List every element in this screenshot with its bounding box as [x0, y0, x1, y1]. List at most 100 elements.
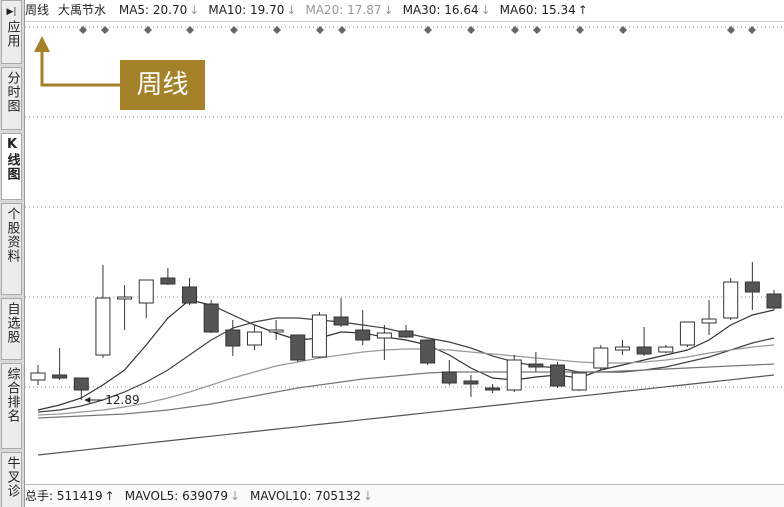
candle-body: [246, 331, 262, 346]
candle-body: [679, 321, 695, 346]
event-marker: [576, 26, 584, 34]
candle-body: [528, 363, 544, 368]
arrow-head: [34, 36, 50, 52]
volume-text: MAVOL5: 639079: [124, 489, 228, 503]
candle-body: [95, 297, 111, 356]
candle-body: [420, 339, 436, 364]
candle-body: [463, 380, 479, 385]
candle-body: [485, 387, 501, 391]
sidebar-tab[interactable]: 分时图: [1, 67, 22, 130]
event-marker: [338, 26, 346, 34]
event-marker: [748, 26, 756, 34]
tab-label: K线图: [4, 137, 20, 181]
sidebar: ▶| 应用分时图 K线图个股资料自选股综合排名牛叉诊: [0, 0, 25, 507]
candle-body: [268, 329, 284, 333]
event-marker: [186, 26, 194, 34]
candle-body: [117, 296, 133, 300]
annotation: 周线: [120, 60, 205, 110]
event-marker: [467, 26, 475, 34]
candle-body: [73, 377, 89, 391]
candle-body: [160, 277, 176, 285]
sidebar-tab[interactable]: 牛叉诊: [1, 452, 22, 507]
candle-body: [182, 286, 198, 304]
event-marker: [511, 26, 519, 34]
header: 周线 大禹节水 MA5: 20.70 ↓ MA10: 19.70 ↓ MA20: 17.8…: [25, 0, 784, 22]
indicator-text: MA20: 17.87: [305, 3, 382, 17]
tab-label: 自选股: [4, 302, 20, 344]
sidebar-tab[interactable]: 自选股: [1, 298, 22, 360]
period: 周线: [25, 3, 50, 17]
indicator: MA10: 19.70 ↓: [208, 3, 296, 17]
candle-body: [441, 371, 457, 384]
trend-arrow: ↓: [383, 3, 394, 17]
candle-body: [311, 314, 327, 358]
ma-lines: [37, 299, 775, 456]
candle-body: [571, 372, 587, 391]
grid: [25, 26, 784, 388]
ma-line: [37, 374, 775, 456]
sidebar-tab[interactable]: K线图: [1, 133, 22, 200]
sidebar-tab[interactable]: 综合排名: [1, 363, 22, 449]
candle-body: [506, 359, 522, 391]
indicator-text: MA5: 20.70: [118, 3, 188, 17]
low-marker-label: 12.89: [105, 393, 139, 407]
tab-label: 应用: [4, 20, 20, 48]
event-marker: [533, 26, 541, 34]
trend-arrow: ↑: [577, 3, 588, 17]
tab-label: 分时图: [4, 71, 20, 113]
candle-body: [203, 303, 219, 333]
candle-body: [290, 334, 306, 361]
volume-text: 总手: 511419: [25, 489, 103, 503]
candle-body: [138, 279, 154, 304]
candle-body: [658, 346, 674, 353]
indicator: MA20: 17.87 ↓: [305, 3, 393, 17]
stock-name: 大禹节水: [58, 3, 107, 17]
candle-body: [550, 364, 566, 387]
event-marker: [144, 26, 152, 34]
candle-body: [30, 372, 46, 381]
volume-item: MAVOL5: 639079 ↓: [125, 489, 240, 503]
indicator: MA30: 16.64 ↓: [403, 3, 491, 17]
trend-arrow: ↓: [286, 3, 297, 17]
trend-arrow: ↓: [480, 3, 491, 17]
event-marker: [273, 26, 281, 34]
tab-icon: ▶|: [6, 7, 17, 17]
volume-item: MAVOL10: 705132 ↓: [250, 489, 373, 503]
indicator-text: MA10: 19.70: [208, 3, 285, 17]
candle-body: [701, 318, 717, 324]
low-marker-head: [84, 397, 91, 403]
indicator-text: MA30: 16.64: [402, 3, 479, 17]
candle-body: [614, 346, 630, 351]
candle-body: [355, 329, 371, 341]
sidebar-tab[interactable]: ▶| 应用: [1, 0, 22, 64]
trend-arrow: ↓: [362, 489, 373, 503]
arrow-line: [40, 45, 120, 87]
candle-body: [636, 346, 652, 355]
trend-arrow: ↓: [189, 3, 200, 17]
tab-label: 综合排名: [4, 367, 20, 423]
trend-arrow: ↑: [104, 489, 115, 503]
indicator: MA60: 15.34 ↑: [500, 3, 588, 17]
indicator-text: MA60: 15.34: [499, 3, 576, 17]
event-marker: [230, 26, 238, 34]
candle-body: [376, 332, 392, 339]
event-marker: [619, 26, 627, 34]
tab-label: 个股资料: [4, 207, 20, 263]
event-marker: [424, 26, 432, 34]
indicator: MA5: 20.70 ↓: [119, 3, 199, 17]
annotation-arrow: [34, 36, 120, 87]
event-marker: [79, 26, 87, 34]
candle-body: [52, 374, 68, 379]
candle-body: [333, 316, 349, 326]
candle-body: [723, 281, 739, 319]
sidebar-tab[interactable]: 个股资料: [1, 203, 22, 295]
ma-line: [37, 344, 775, 416]
volume-item: 总手: 511419 ↑: [25, 489, 115, 503]
ma-line: [37, 299, 775, 411]
tab-label: 牛叉诊: [4, 456, 20, 498]
ma-line: [37, 363, 775, 419]
candle-body: [744, 281, 760, 293]
candle-body: [593, 347, 609, 369]
candle-body: [225, 329, 241, 347]
